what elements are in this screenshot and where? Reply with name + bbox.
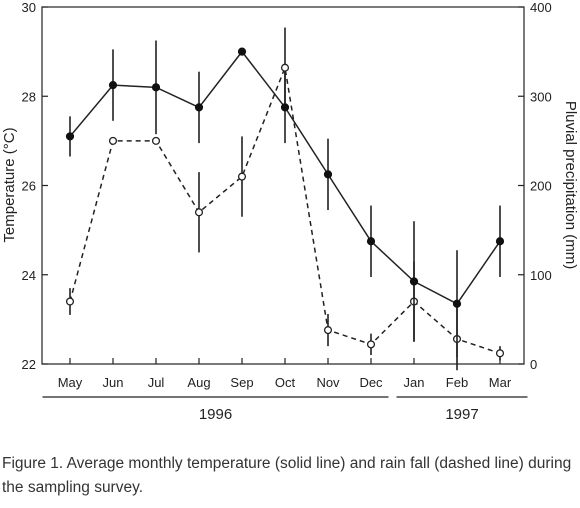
data-point [409, 277, 419, 286]
left-tick-label: 30 [22, 0, 36, 15]
data-point [237, 47, 247, 56]
data-point [108, 136, 118, 145]
right-tick-label: 300 [530, 89, 552, 104]
data-point [280, 103, 290, 112]
x-tick-label: Jan [404, 375, 425, 390]
left-tick-label: 22 [22, 357, 36, 372]
data-point [65, 132, 75, 141]
x-tick-label: May [58, 375, 83, 390]
x-tick-label: Jun [103, 375, 124, 390]
series-temperature [65, 40, 505, 358]
data-point [452, 299, 462, 308]
data-point [280, 63, 290, 72]
year-label: 1997 [445, 406, 478, 423]
x-tick-label: Jul [148, 375, 165, 390]
data-point [194, 208, 204, 217]
data-point [151, 83, 161, 92]
data-point [366, 340, 376, 349]
plot-border [41, 6, 525, 365]
year-groups: 1996 1997 [42, 396, 528, 423]
right-tick-label: 400 [530, 0, 552, 15]
left-axis-label: Temperature (°C) [1, 127, 18, 242]
left-tick-label: 26 [22, 179, 36, 194]
series-line [69, 64, 501, 355]
data-point [495, 349, 505, 358]
data-point [65, 297, 75, 306]
x-axis-ticks: May Jun Jul Aug Sep Oct Nov Dec Jan Feb Mar [58, 358, 512, 390]
left-axis-ticks: 22 24 26 28 30 [22, 0, 48, 372]
x-tick-label: Mar [489, 375, 512, 390]
x-tick-label: Sep [230, 375, 253, 390]
x-tick-label: Nov [316, 375, 340, 390]
x-tick-label: Feb [446, 375, 468, 390]
data-point [151, 136, 161, 145]
data-point [108, 80, 118, 90]
data-point [323, 170, 333, 179]
right-axis-label: Pluvial precipitation (mm) [562, 101, 579, 269]
right-axis-ticks: 0 100 200 300 400 [518, 0, 552, 372]
data-point [194, 103, 204, 112]
x-tick-label: Dec [359, 375, 383, 390]
plot-frame [41, 6, 525, 365]
data-point [237, 172, 247, 181]
x-tick-label: Aug [187, 375, 210, 390]
right-tick-label: 100 [530, 268, 552, 283]
right-tick-label: 0 [530, 357, 537, 372]
left-tick-label: 24 [22, 268, 36, 283]
left-tick-label: 28 [22, 89, 36, 104]
data-point [495, 237, 505, 246]
x-tick-label: Oct [275, 375, 296, 390]
data-point [366, 237, 376, 246]
right-tick-label: 200 [530, 179, 552, 194]
year-label: 1996 [199, 406, 232, 423]
figure-caption: Figure 1. Average monthly temperature (s… [2, 455, 572, 496]
chart: 22 24 26 28 30 0 100 200 300 400 May Jun Jul Aug Sep… [1, 0, 579, 423]
data-point [323, 326, 333, 335]
